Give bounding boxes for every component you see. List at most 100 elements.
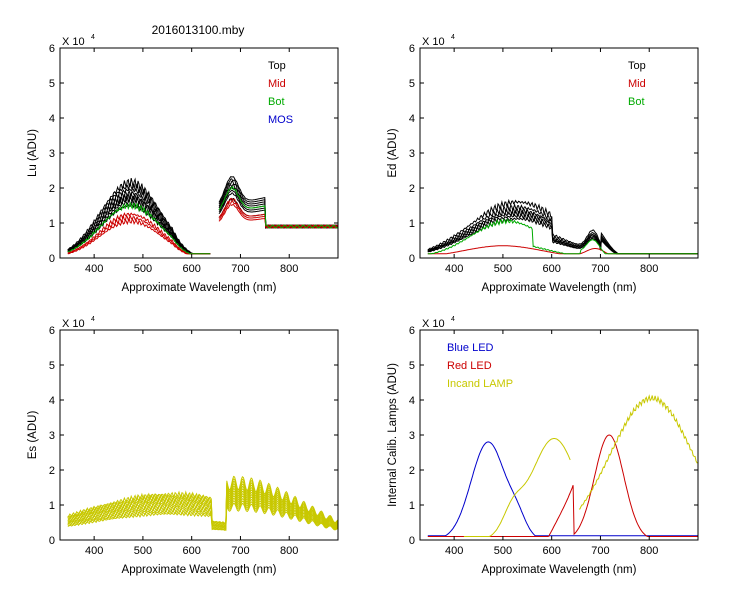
x-tick-label: 500	[134, 263, 152, 275]
legend-entry-incand-lamp: Incand LAMP	[447, 378, 513, 390]
exponent-power: 4	[451, 34, 455, 41]
legend-entry-mos: MOS	[268, 114, 293, 126]
y-axis-label: Lu (ADU)	[27, 129, 39, 177]
exponent-label: X 10	[422, 318, 445, 330]
series-line-mid	[427, 245, 698, 255]
x-tick-label: 700	[231, 263, 249, 275]
chart-ed: 0 1 2 3 4 5 6 400 500 600 700 800 X 10 4 Approximate W…	[387, 34, 699, 294]
y-tick-label: 1	[409, 500, 415, 512]
y-tick-label: 6	[409, 325, 415, 337]
x-tick-label: 600	[183, 263, 201, 275]
x-tick-label: 700	[591, 263, 609, 275]
y-tick-label: 3	[49, 148, 55, 160]
x-tick-label: 600	[543, 545, 561, 557]
y-tick-label: 6	[49, 43, 55, 55]
x-tick-label: 800	[280, 545, 298, 557]
series-line-es	[67, 497, 339, 530]
y-axis-label: Internal Calib. Lamps (ADU)	[387, 363, 399, 507]
x-axis-label: Approximate Wavelength (nm)	[482, 564, 637, 576]
legend-entry-bot: Bot	[628, 96, 645, 108]
plot-frame	[419, 47, 699, 259]
series-line-bot	[67, 186, 339, 255]
x-axis-label: Approximate Wavelength (nm)	[122, 564, 277, 576]
y-tick-label: 3	[409, 148, 415, 160]
exponent-label: X 10	[62, 318, 85, 330]
series-line-top	[427, 206, 698, 255]
y-tick-label: 5	[49, 78, 55, 90]
x-tick-label: 800	[640, 545, 658, 557]
series-line-top	[67, 187, 339, 255]
y-axis-label: Ed (ADU)	[387, 128, 399, 177]
y-tick-label: 2	[409, 183, 415, 195]
x-tick-label: 500	[494, 263, 512, 275]
series-line-mid	[67, 197, 339, 255]
x-tick-label: 800	[640, 263, 658, 275]
series-line-top	[67, 186, 339, 255]
y-tick-label: 6	[409, 43, 415, 55]
y-tick-label: 1	[49, 218, 55, 230]
legend-entry-bot: Bot	[268, 96, 285, 108]
x-tick-label: 800	[280, 263, 298, 275]
x-tick-label: 400	[445, 263, 463, 275]
legend-entry-mid: Mid	[628, 78, 646, 90]
y-tick-label: 1	[49, 500, 55, 512]
x-tick-label: 400	[85, 263, 103, 275]
exponent-label: X 10	[422, 36, 445, 48]
series-line-es	[67, 488, 339, 527]
y-tick-label: 4	[49, 395, 55, 407]
x-axis-label: Approximate Wavelength (nm)	[122, 282, 277, 294]
series-line-top	[427, 198, 698, 255]
series-line-top	[427, 217, 698, 255]
series-line-top	[427, 212, 698, 255]
x-tick-label: 400	[85, 545, 103, 557]
y-tick-label: 5	[409, 360, 415, 372]
series-line-incand-lamp	[463, 394, 699, 537]
x-tick-label: 400	[445, 545, 463, 557]
chart-lu: 0 1 2 3 4 5 6 400 500 600 700 800 X 10 4 Approximate W…	[27, 34, 339, 294]
series-line-bot	[427, 218, 698, 255]
y-tick-label: 0	[409, 535, 415, 547]
x-tick-label: 500	[494, 545, 512, 557]
series-line-blue-led	[427, 441, 698, 537]
legend-entry-top: Top	[628, 60, 646, 72]
y-tick-label: 5	[409, 78, 415, 90]
y-tick-label: 6	[49, 325, 55, 337]
exponent-power: 4	[91, 34, 95, 41]
chart-es: 0 1 2 3 4 5 6 400 500 600 700 800 X 10 4 Approximate W…	[27, 316, 339, 576]
y-tick-label: 4	[49, 113, 55, 125]
x-axis-label: Approximate Wavelength (nm)	[482, 282, 637, 294]
y-tick-label: 4	[409, 395, 415, 407]
chart-lamps: 0 1 2 3 4 5 6 400 500 600 700 800 X 10 4 Approximate W…	[387, 316, 699, 576]
y-tick-label: 2	[49, 183, 55, 195]
series-line-red-led	[427, 434, 698, 537]
y-tick-label: 3	[49, 430, 55, 442]
y-tick-label: 5	[49, 360, 55, 372]
y-tick-label: 2	[49, 465, 55, 477]
legend-entry-red-led: Red LED	[447, 360, 492, 372]
legend-entry-top: Top	[268, 60, 286, 72]
x-tick-label: 700	[591, 545, 609, 557]
y-tick-label: 2	[409, 465, 415, 477]
legend-entry-blue-led: Blue LED	[447, 342, 494, 354]
series-line-es	[67, 492, 339, 529]
x-tick-label: 500	[134, 545, 152, 557]
figure-title: 2016013100.mby	[152, 23, 245, 37]
y-tick-label: 0	[49, 535, 55, 547]
exponent-power: 4	[91, 316, 95, 323]
y-axis-label: Es (ADU)	[27, 411, 39, 460]
y-tick-label: 3	[409, 430, 415, 442]
series-line-top	[427, 202, 698, 255]
y-tick-label: 0	[409, 253, 415, 265]
y-tick-label: 0	[49, 253, 55, 265]
x-tick-label: 600	[183, 545, 201, 557]
series-line-es	[67, 502, 339, 531]
y-tick-label: 1	[409, 218, 415, 230]
x-tick-label: 600	[543, 263, 561, 275]
legend-entry-mid: Mid	[268, 78, 286, 90]
exponent-power: 4	[451, 316, 455, 323]
series-line-top	[67, 180, 339, 255]
y-tick-label: 4	[409, 113, 415, 125]
exponent-label: X 10	[62, 36, 85, 48]
